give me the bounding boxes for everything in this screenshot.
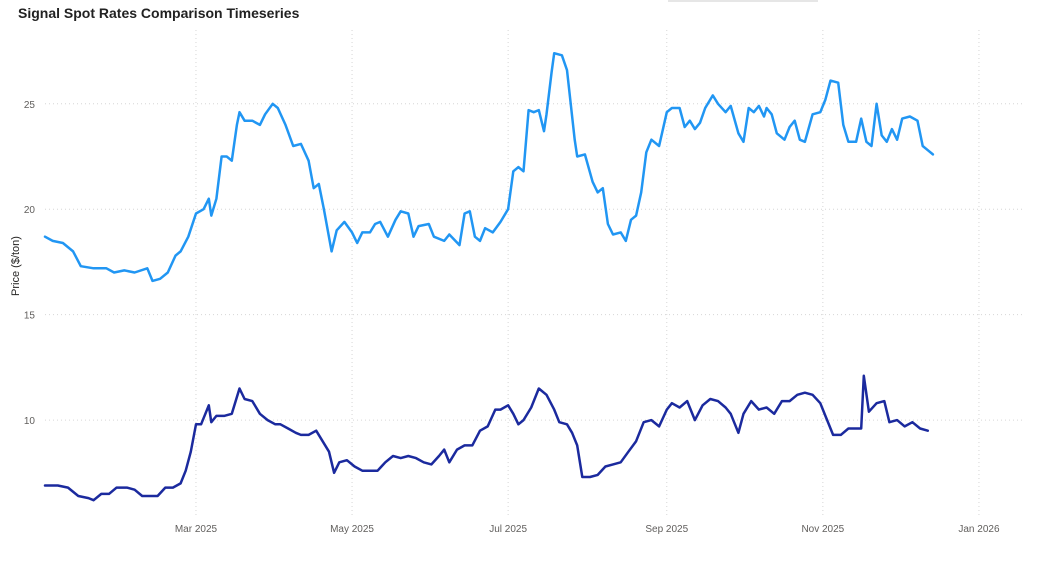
x-tick-label: Mar 2025 bbox=[175, 524, 218, 535]
x-tick-label: Jan 2026 bbox=[958, 524, 1000, 535]
y-tick-label: 20 bbox=[24, 205, 36, 216]
y-axis: 10 15 20 25 bbox=[24, 100, 36, 427]
y-axis-label: Price ($/ton) bbox=[10, 236, 22, 296]
chart-title: Signal Spot Rates Comparison Timeseries bbox=[18, 5, 300, 21]
series-line-2 bbox=[43, 374, 930, 502]
x-tick-label: Jul 2025 bbox=[489, 524, 527, 535]
series-line-1 bbox=[43, 51, 935, 283]
y-tick-label: 10 bbox=[24, 416, 36, 427]
x-tick-label: Nov 2025 bbox=[801, 524, 844, 535]
y-tick-label: 15 bbox=[24, 311, 36, 322]
series-lines bbox=[43, 51, 935, 502]
y-tick-label: 25 bbox=[24, 100, 36, 111]
x-axis: Mar 2025 May 2025 Jul 2025 Sep 2025 Nov 2025… bbox=[175, 524, 1000, 535]
top-divider bbox=[668, 0, 818, 2]
x-tick-label: May 2025 bbox=[330, 524, 374, 535]
x-tick-label: Sep 2025 bbox=[645, 524, 688, 535]
